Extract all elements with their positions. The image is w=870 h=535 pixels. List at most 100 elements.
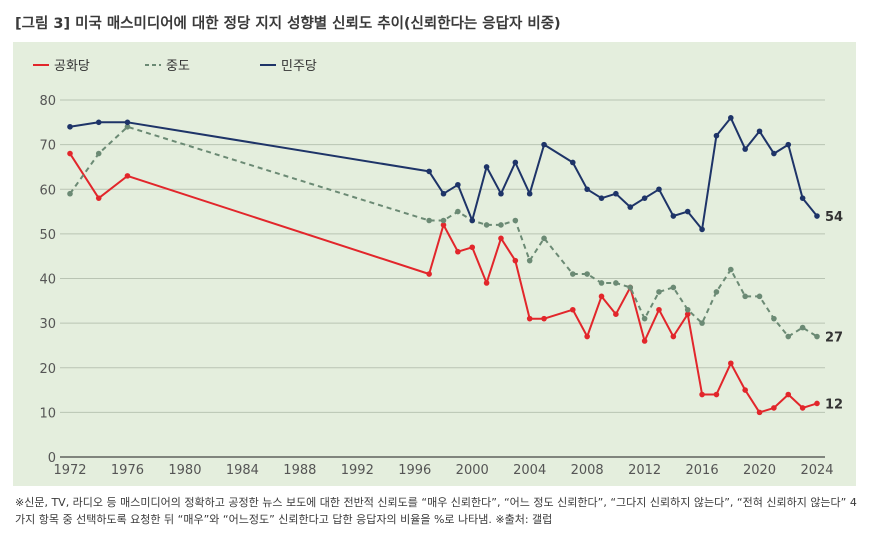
legend-label: 중도 bbox=[166, 59, 190, 74]
data-point bbox=[498, 190, 504, 197]
data-point bbox=[670, 333, 677, 340]
data-point bbox=[785, 141, 792, 148]
data-point bbox=[670, 213, 677, 219]
data-point bbox=[598, 293, 605, 300]
y-tick-label: 30 bbox=[39, 317, 56, 332]
data-point bbox=[67, 123, 73, 130]
x-tick-label: 1980 bbox=[168, 463, 201, 478]
x-tick-label: 2020 bbox=[743, 463, 776, 478]
data-point bbox=[684, 311, 691, 318]
data-point bbox=[584, 186, 590, 193]
series-end-label: 12 bbox=[825, 397, 843, 412]
chart-footnote: ※신문, TV, 라디오 등 매스미디어의 정확하고 공정한 뉴스 보도에 대한… bbox=[15, 496, 857, 526]
data-point bbox=[483, 164, 490, 170]
x-tick-label: 2024 bbox=[800, 463, 833, 478]
data-point bbox=[498, 222, 504, 228]
series-line bbox=[69, 153, 818, 414]
data-point bbox=[67, 190, 73, 197]
x-tick-label: 2000 bbox=[456, 463, 489, 478]
data-point bbox=[124, 119, 131, 126]
data-point bbox=[670, 284, 677, 291]
x-tick-label: 1984 bbox=[226, 463, 259, 478]
data-point bbox=[598, 195, 605, 201]
y-tick-label: 40 bbox=[39, 273, 56, 288]
series-2: 27 bbox=[67, 123, 843, 346]
data-point bbox=[641, 315, 648, 322]
x-tick-label: 2004 bbox=[513, 463, 546, 478]
data-point bbox=[799, 405, 806, 411]
data-point bbox=[584, 333, 590, 340]
y-tick-label: 60 bbox=[39, 183, 56, 198]
data-point bbox=[785, 333, 792, 340]
data-point bbox=[426, 168, 432, 175]
x-tick-label: 2008 bbox=[571, 463, 604, 478]
data-point bbox=[742, 146, 748, 152]
data-point bbox=[95, 195, 102, 201]
data-point bbox=[512, 217, 519, 224]
data-point bbox=[799, 195, 806, 201]
y-tick-label: 80 bbox=[39, 94, 56, 109]
data-point bbox=[613, 311, 619, 318]
data-point bbox=[684, 306, 691, 313]
data-point bbox=[627, 284, 634, 291]
x-tick-label: 1996 bbox=[398, 463, 431, 478]
legend-label: 공화당 bbox=[54, 59, 90, 74]
data-point bbox=[569, 271, 576, 277]
data-point bbox=[512, 257, 519, 264]
data-point bbox=[426, 271, 432, 277]
data-point bbox=[713, 132, 720, 139]
data-point bbox=[814, 333, 820, 340]
data-point bbox=[124, 123, 131, 130]
data-point bbox=[814, 213, 820, 219]
data-point bbox=[641, 195, 648, 201]
data-point bbox=[541, 315, 547, 322]
data-point bbox=[656, 306, 662, 313]
series-line bbox=[69, 125, 818, 338]
data-point bbox=[455, 248, 461, 255]
x-tick-label: 1972 bbox=[53, 463, 86, 478]
data-point bbox=[713, 391, 720, 398]
x-tick-label: 1976 bbox=[111, 463, 144, 478]
data-point bbox=[95, 119, 102, 126]
data-point bbox=[742, 293, 748, 300]
data-point bbox=[684, 208, 691, 215]
data-point bbox=[469, 244, 476, 251]
data-point bbox=[785, 391, 792, 398]
data-point bbox=[440, 222, 447, 228]
data-point bbox=[526, 190, 533, 197]
data-point bbox=[728, 115, 734, 121]
data-point bbox=[95, 150, 102, 157]
data-point bbox=[569, 306, 576, 313]
data-point bbox=[756, 293, 763, 300]
data-point bbox=[627, 204, 634, 210]
data-point bbox=[526, 315, 533, 322]
series-end-label: 54 bbox=[825, 210, 843, 225]
series-end-label: 27 bbox=[825, 331, 843, 346]
data-point bbox=[440, 217, 447, 224]
data-point bbox=[440, 190, 447, 197]
x-tick-label: 2016 bbox=[686, 463, 719, 478]
data-point bbox=[771, 405, 777, 411]
data-point bbox=[613, 280, 619, 286]
data-point bbox=[756, 409, 763, 416]
data-point bbox=[498, 235, 504, 242]
data-point bbox=[483, 222, 490, 228]
data-point bbox=[713, 289, 720, 295]
data-point bbox=[699, 391, 705, 398]
data-point bbox=[613, 190, 619, 197]
data-point bbox=[541, 235, 547, 242]
data-point bbox=[455, 181, 461, 188]
data-point bbox=[728, 360, 734, 367]
legend-item: 중도 bbox=[145, 59, 190, 74]
data-point bbox=[541, 141, 547, 148]
data-point bbox=[771, 150, 777, 157]
data-point bbox=[656, 186, 662, 193]
series-1: 12 bbox=[67, 150, 843, 416]
data-point bbox=[814, 400, 820, 407]
y-tick-label: 10 bbox=[39, 406, 56, 421]
data-point bbox=[469, 217, 476, 224]
y-tick-label: 70 bbox=[39, 139, 56, 154]
x-tick-label: 1988 bbox=[283, 463, 316, 478]
x-tick-label: 1992 bbox=[341, 463, 374, 478]
